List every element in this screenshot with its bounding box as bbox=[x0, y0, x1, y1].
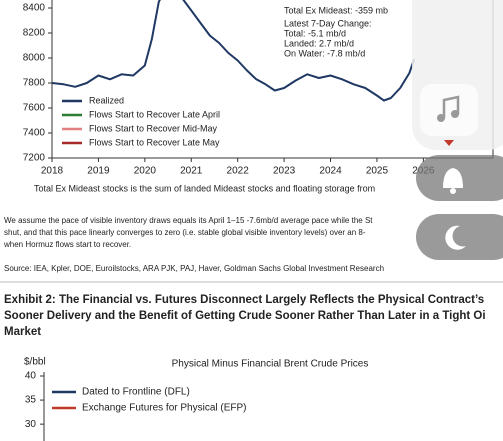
indicator bbox=[444, 140, 454, 146]
legend-label: Realized bbox=[89, 95, 124, 105]
x-tick-label: 2023 bbox=[273, 166, 296, 177]
y-tick-label: 8000 bbox=[23, 53, 46, 64]
source: Source: IEA, Kpler, DOE, Euroilstocks, A… bbox=[4, 264, 384, 273]
y-axis-label: $/bbl bbox=[24, 357, 46, 368]
x-tick-label: 2022 bbox=[227, 166, 250, 177]
x-tick-label: 2018 bbox=[41, 166, 64, 177]
series-line bbox=[51, 0, 416, 102]
exhibit-title: Sooner Delivery and the Benefit of Getti… bbox=[4, 310, 486, 322]
legend-label: Flows Start to Recover Late May bbox=[89, 137, 220, 147]
music-icon bbox=[442, 95, 460, 118]
y-tick-label: 7600 bbox=[23, 103, 46, 114]
exhibit-title: Market bbox=[4, 326, 41, 338]
bell-icon bbox=[443, 168, 463, 188]
x-tick-label: 2025 bbox=[366, 166, 389, 177]
exhibit-title: Exhibit 2: The Financial vs. Futures Dis… bbox=[4, 294, 484, 306]
legend-label: Dated to Frontline (DFL) bbox=[82, 387, 190, 398]
paragraph-line: shut, and that this pace linearly conver… bbox=[4, 228, 366, 237]
moon-icon bbox=[445, 225, 466, 250]
legend-label: Flows Start to Recover Late April bbox=[89, 109, 220, 119]
chart-note: Total Ex Mideast stocks is the sum of la… bbox=[34, 183, 375, 193]
chart-title: Physical Minus Financial Brent Crude Pri… bbox=[172, 359, 369, 370]
legend-label: Exchange Futures for Physical (EFP) bbox=[82, 403, 247, 414]
annotation: On Water: -7.8 mb/d bbox=[284, 48, 365, 58]
annotation: Total Ex Mideast: -359 mb bbox=[284, 5, 388, 15]
y-tick-label: 8400 bbox=[23, 3, 46, 14]
x-tick-label: 2024 bbox=[319, 166, 342, 177]
paragraph-line: when Hormuz flows start to recover. bbox=[3, 240, 131, 249]
x-tick-label: 2019 bbox=[87, 166, 110, 177]
y-tick-label: 7800 bbox=[23, 78, 46, 89]
paragraph-line: We assume the pace of visible inventory … bbox=[4, 216, 373, 225]
legend-label: Flows Start to Recover Mid-May bbox=[89, 123, 218, 133]
bell-icon bbox=[450, 188, 456, 194]
y-tick-label: 40 bbox=[25, 371, 37, 382]
x-tick-label: 2021 bbox=[180, 166, 203, 177]
annotation: Total: -5.1 mb/d bbox=[284, 28, 346, 38]
music-tile bbox=[420, 84, 478, 136]
x-tick-label: 2020 bbox=[134, 166, 157, 177]
y-tick-label: 7400 bbox=[23, 128, 46, 139]
y-tick-label: 7200 bbox=[23, 153, 46, 164]
control-overlay bbox=[412, 0, 503, 260]
music-icon bbox=[451, 110, 459, 118]
y-tick-label: 8200 bbox=[23, 28, 46, 39]
annotation: Latest 7-Day Change: bbox=[284, 18, 372, 28]
y-tick-label: 35 bbox=[25, 395, 37, 406]
annotation: Landed: 2.7 mb/d bbox=[284, 38, 354, 48]
music-icon bbox=[437, 114, 445, 122]
moon-button[interactable] bbox=[416, 214, 503, 260]
y-tick-label: 30 bbox=[25, 419, 37, 430]
